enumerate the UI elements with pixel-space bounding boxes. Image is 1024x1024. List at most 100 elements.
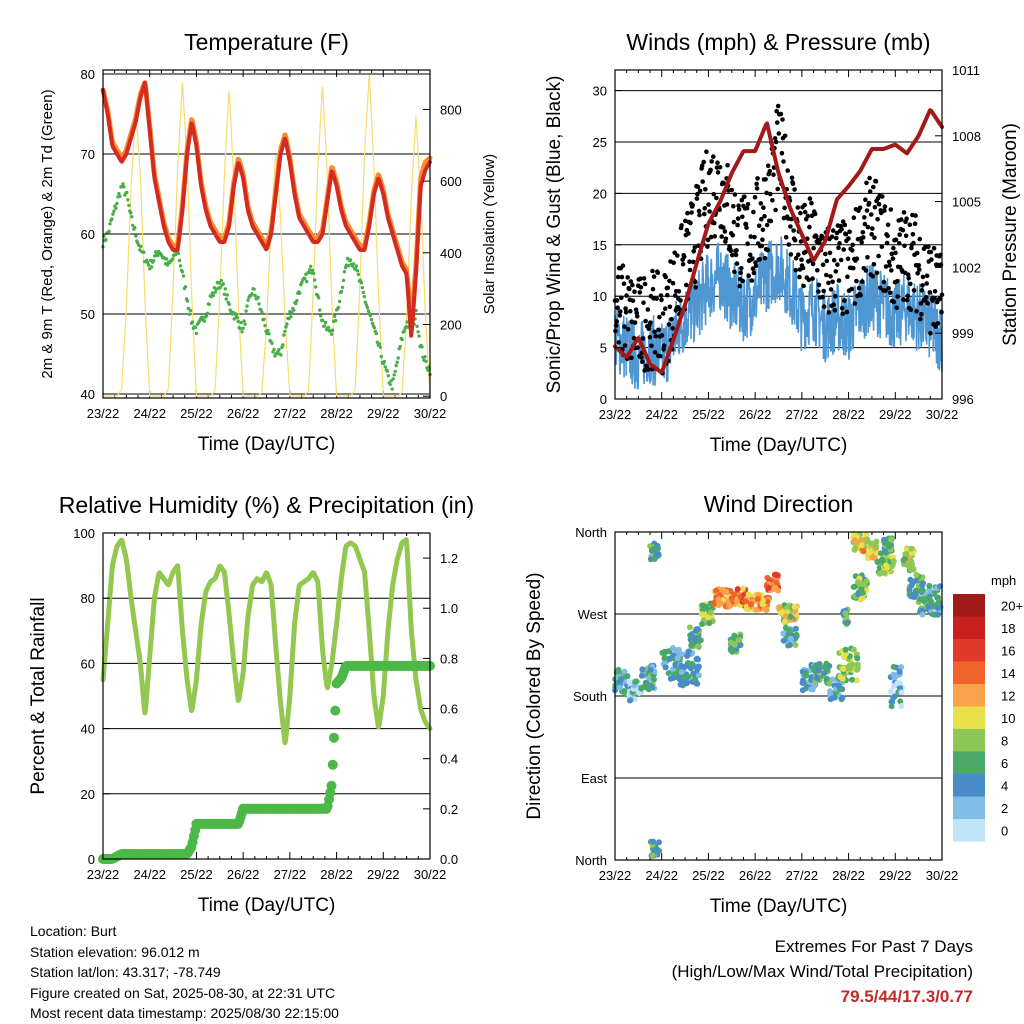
gust-point	[661, 343, 667, 349]
direction-point	[626, 679, 633, 686]
gust-point	[886, 259, 892, 265]
x-tick-label: 25/22	[180, 406, 213, 421]
extremes-values: 79.5/44/17.3/0.77	[840, 987, 973, 1006]
legend-swatch	[953, 774, 985, 797]
x-tick-label: 30/22	[926, 868, 959, 883]
y-tick-label: 0	[88, 852, 95, 867]
gust-point	[774, 108, 779, 114]
direction-point	[898, 664, 905, 671]
gust-point	[752, 195, 758, 200]
direction-point	[855, 579, 861, 586]
y2-tick-label: 0.2	[440, 802, 458, 817]
y2-tick-label: 0.4	[440, 752, 458, 767]
gust-point	[928, 249, 934, 255]
dewpoint-point	[164, 257, 169, 261]
dewpoint-point	[323, 320, 328, 325]
gust-point	[860, 230, 866, 235]
gust-point	[754, 181, 759, 187]
dewpoint-point	[243, 322, 247, 326]
gust-point	[747, 252, 753, 258]
dewpoint-point	[266, 328, 270, 333]
direction-point	[850, 646, 857, 653]
gust-point	[712, 220, 717, 226]
winds-pressure-panel: Winds (mph) & Pressure (mb) Time (Day/UTC…	[544, 29, 1021, 456]
legend-swatch	[953, 729, 985, 752]
direction-point	[799, 687, 806, 694]
gust-point	[697, 212, 702, 218]
y-tick-label: 100	[73, 526, 95, 541]
dewpoint-point	[177, 258, 182, 263]
gust-point	[870, 226, 875, 231]
gust-point	[667, 278, 672, 284]
direction-point	[684, 653, 691, 659]
direction-point	[661, 655, 668, 662]
gust-point	[885, 222, 891, 228]
gust-point	[884, 240, 890, 246]
gust-point	[712, 234, 718, 239]
gust-point	[665, 285, 671, 291]
gust-point	[648, 320, 653, 326]
gust-point	[793, 255, 799, 261]
direction-point	[699, 621, 705, 627]
gust-point	[817, 240, 822, 246]
dewpoint-point	[131, 223, 135, 228]
solar-series-line	[102, 74, 431, 397]
gust-point	[782, 205, 787, 211]
pressure-series-line	[613, 108, 944, 375]
direction-point	[919, 582, 926, 589]
gust-point	[918, 301, 924, 306]
gust-point	[757, 257, 762, 262]
y-axis-label: Sonic/Prop Wind & Gust (Blue, Black)	[544, 76, 565, 394]
y2-tick-label: 1005	[952, 195, 981, 210]
gust-point	[863, 197, 868, 202]
dewpoint-point	[150, 265, 154, 269]
gust-point	[917, 267, 922, 272]
direction-point	[897, 698, 904, 705]
gust-point	[788, 224, 793, 229]
gust-point	[700, 179, 705, 184]
gust-point	[820, 262, 826, 268]
gust-point	[649, 343, 654, 349]
gust-point	[839, 306, 845, 311]
gust-point	[889, 268, 894, 273]
dewpoint-point	[395, 360, 399, 364]
dewpoint-point	[305, 279, 309, 284]
dewpoint-point	[332, 314, 337, 318]
gust-point	[925, 301, 930, 306]
dewpoint-point	[340, 285, 345, 290]
dewpoint-point	[308, 268, 312, 272]
dewpoint-point	[147, 263, 151, 267]
direction-point	[781, 618, 788, 625]
direction-point	[917, 596, 924, 603]
gust-point	[687, 259, 692, 265]
gust-point	[629, 355, 634, 361]
x-tick-label: 28/22	[320, 406, 353, 421]
direction-point	[721, 588, 728, 595]
gust-point	[883, 264, 889, 269]
dewpoint-point	[146, 260, 150, 265]
gust-point	[786, 242, 792, 247]
gust-point	[827, 250, 833, 256]
gust-point	[758, 201, 764, 206]
gust-point	[724, 202, 730, 207]
temp-9m-series-line	[100, 80, 433, 323]
gust-point	[871, 184, 876, 190]
dewpoint-point	[368, 313, 373, 318]
gust-point	[795, 205, 801, 210]
gust-point	[912, 221, 918, 226]
dewpoint-point	[178, 264, 183, 268]
gust-point	[733, 252, 739, 258]
dewpoint-point	[346, 264, 351, 268]
direction-point	[647, 667, 654, 673]
dewpoint-point	[232, 317, 236, 321]
direction-point	[808, 686, 815, 693]
y2-tick-label: 200	[440, 318, 462, 333]
dewpoint-point	[366, 309, 371, 313]
dewpoint-point	[193, 325, 198, 330]
direction-point	[786, 642, 793, 648]
gust-point	[750, 256, 755, 261]
gust-point	[621, 281, 627, 287]
gust-point	[641, 276, 647, 281]
dewpoint-point	[240, 330, 244, 334]
direction-point	[670, 652, 677, 659]
